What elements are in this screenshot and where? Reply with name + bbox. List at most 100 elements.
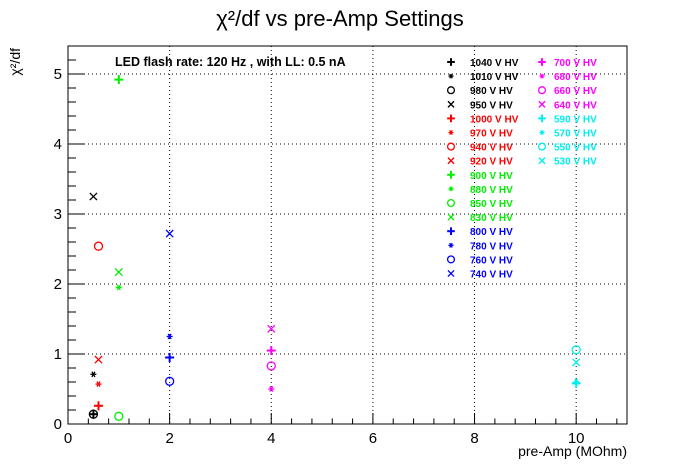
legend-item: 660 V HV — [537, 86, 597, 97]
marker-stroke — [447, 269, 455, 278]
legend-label: 1000 V HV — [470, 114, 519, 125]
legend-label: 830 V HV — [470, 213, 513, 224]
legend-item: 940 V HV — [446, 142, 513, 154]
marker-stroke — [447, 213, 455, 221]
y-tick-label: 2 — [54, 276, 62, 293]
legend-marker — [447, 157, 455, 165]
legend-marker — [447, 100, 455, 108]
legend-item: 680 V HV — [539, 72, 597, 83]
legend-marker — [447, 213, 455, 221]
legend-item: 980 V HV — [446, 86, 513, 97]
marker-stroke — [167, 333, 172, 340]
marker-stroke — [449, 73, 453, 79]
legend-marker — [446, 142, 456, 151]
marker-stroke — [446, 86, 456, 95]
legend-label: 640 V HV — [554, 100, 597, 111]
legend-item: 1000 V HV — [447, 114, 519, 125]
x-tick-label: 10 — [568, 430, 585, 447]
legend-item: 760 V HV — [446, 255, 513, 266]
legend-marker — [538, 100, 546, 108]
legend-marker — [446, 198, 456, 208]
legend-label: 880 V HV — [470, 185, 513, 196]
marker-stroke — [446, 142, 456, 151]
data-point — [573, 379, 580, 385]
marker-stroke — [449, 186, 453, 192]
legend-item: 920 V HV — [447, 157, 513, 168]
legend-label: 570 V HV — [554, 129, 597, 140]
legend-label: 550 V HV — [554, 143, 597, 154]
legend: 1040 V HV 1010 V HV 980 V HV 950 V HV 1000 V… — [446, 58, 597, 281]
legend-marker — [538, 157, 546, 165]
legend-label: 980 V HV — [470, 86, 513, 97]
legend-label: 900 V HV — [470, 171, 513, 182]
legend-item: 780 V HV — [448, 241, 513, 252]
data-point — [95, 381, 102, 388]
plot-frame — [67, 45, 628, 425]
legend-item: 830 V HV — [447, 213, 513, 224]
marker-stroke — [89, 192, 98, 201]
legend-label: 950 V HV — [470, 100, 513, 111]
marker-stroke — [93, 241, 104, 251]
marker-stroke — [540, 73, 544, 79]
marker-stroke — [537, 142, 547, 151]
marker-stroke — [449, 129, 453, 136]
x-tick-label: 2 — [165, 430, 173, 447]
legend-label: 660 V HV — [554, 86, 597, 97]
legend-label: 970 V HV — [470, 129, 513, 140]
legend-marker — [448, 73, 454, 79]
data-point — [93, 241, 104, 251]
marker-stroke — [449, 242, 453, 248]
legend-item: 640 V HV — [538, 100, 597, 111]
legend-label: 700 V HV — [554, 58, 597, 69]
legend-marker — [448, 129, 454, 136]
legend-item: 850 V HV — [446, 198, 513, 210]
axes: 0 2 4 6 8 10 0 1 2 3 4 5 — [54, 45, 618, 447]
data-point — [88, 409, 98, 419]
legend-marker — [447, 58, 455, 66]
y-tick-label: 5 — [54, 66, 62, 83]
legend-marker — [446, 86, 456, 95]
legend-marker — [448, 242, 454, 248]
legend-label: 740 V HV — [470, 270, 513, 281]
legend-item: 740 V HV — [447, 269, 513, 281]
chart-annotation: LED flash rate: 120 Hz , with LL: 0.5 nA — [115, 55, 346, 69]
x-tick-label: 0 — [64, 430, 72, 447]
marker-stroke — [446, 198, 456, 208]
marker-stroke — [447, 157, 455, 165]
x-axis-label: pre-Amp (MOhm) — [518, 443, 627, 459]
legend-marker — [447, 227, 455, 236]
legend-label: 1040 V HV — [470, 58, 519, 69]
data-point — [165, 229, 174, 238]
data-point — [165, 353, 175, 362]
legend-label: 530 V HV — [554, 157, 597, 168]
marker-stroke — [266, 361, 276, 371]
legend-label: 800 V HV — [470, 227, 513, 238]
y-tick-label: 4 — [54, 136, 62, 153]
legend-item: 1010 V HV — [448, 72, 519, 83]
legend-marker — [537, 142, 547, 151]
legend-marker — [448, 186, 454, 192]
legend-marker — [539, 129, 545, 136]
y-tick-label: 1 — [54, 346, 62, 363]
marker-stroke — [164, 376, 175, 386]
legend-marker — [538, 114, 546, 123]
marker-stroke — [114, 411, 124, 421]
data-point — [115, 284, 122, 291]
data-point — [114, 411, 124, 421]
data-point — [571, 378, 581, 388]
legend-item: 880 V HV — [448, 185, 513, 196]
data-point — [266, 361, 276, 371]
marker-stroke — [538, 100, 546, 108]
legend-item: 570 V HV — [539, 129, 597, 140]
y-tick-label: 3 — [54, 206, 62, 223]
legend-item: 900 V HV — [447, 171, 513, 182]
legend-item: 970 V HV — [448, 129, 513, 140]
legend-marker — [447, 114, 455, 123]
data-point — [164, 376, 175, 386]
x-tick-label: 4 — [267, 430, 275, 447]
legend-marker — [447, 170, 455, 179]
legend-label: 850 V HV — [470, 199, 513, 210]
legend-item: 1040 V HV — [447, 58, 519, 69]
x-tick-label: 6 — [369, 430, 377, 447]
data-points — [88, 75, 581, 421]
